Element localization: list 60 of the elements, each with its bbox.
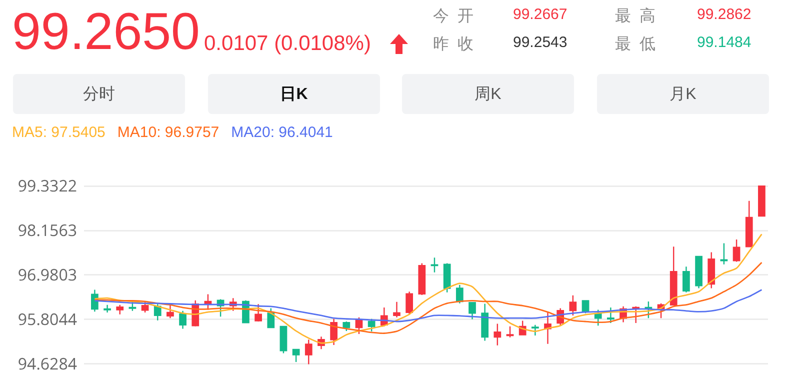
candlestick: [430, 257, 438, 273]
line-series: [94, 233, 762, 344]
text: MA20: 96.4041: [231, 124, 333, 141]
text: 昨 收: [433, 35, 476, 55]
text: 99.1484: [697, 34, 752, 51]
candlestick: [682, 266, 690, 293]
text: 99.2543: [513, 34, 568, 51]
candlestick: [166, 302, 174, 319]
text: 日K: [208, 74, 380, 114]
candlestick: [406, 291, 414, 316]
text: 分时: [13, 74, 185, 114]
y-tick-label: 96.9803: [18, 264, 77, 286]
candlestick: [720, 242, 728, 266]
candlestick: [179, 310, 186, 330]
text: 0.0107 (0.0108%): [204, 32, 371, 56]
y-tick-label: 94.6284: [18, 352, 77, 375]
candlestick: [745, 200, 753, 248]
candlestick: [342, 320, 350, 332]
candlestick: [670, 246, 678, 306]
text: 周K: [402, 74, 574, 114]
candlestick: [695, 256, 702, 289]
candlestick: [304, 339, 312, 365]
candlestick: [116, 304, 124, 315]
text: 今 开: [433, 7, 476, 27]
candlestick: [141, 300, 149, 314]
y-tick-label: 95.8044: [18, 308, 77, 330]
text: 最 高: [615, 6, 658, 27]
y-tick-label: 99.3322: [18, 174, 77, 197]
text: 99.2667: [513, 6, 568, 23]
candlestick: [569, 294, 577, 316]
candlestick: [531, 324, 539, 336]
candlestick: [732, 238, 740, 262]
candlestick: [128, 300, 136, 312]
candlestick: [607, 306, 614, 324]
candlestick: [708, 252, 716, 289]
candlestick: [468, 302, 476, 320]
candlestick: [330, 318, 338, 346]
candlestick: [481, 303, 489, 342]
text: 99.2650: [12, 2, 200, 62]
y-tick-label: 98.1563: [18, 219, 77, 242]
candlestick: [393, 301, 400, 318]
candlestick: [280, 326, 288, 354]
candlestick: [456, 284, 464, 304]
candlestick: [368, 318, 376, 332]
line-series: [94, 262, 762, 334]
candlestick: [292, 348, 300, 363]
text: MA10: 96.9757: [117, 124, 220, 141]
candlestick: [494, 323, 502, 346]
candlestick: [758, 186, 766, 217]
candlestick: [506, 326, 514, 338]
text: 99.2862: [697, 6, 752, 23]
line-series: [94, 289, 762, 322]
text: 最 低: [615, 35, 658, 55]
text: 月K: [597, 74, 769, 114]
candlestick: [443, 262, 451, 293]
candlestick: [104, 304, 111, 314]
candlestick: [418, 262, 426, 296]
candlestick: [267, 308, 275, 328]
text: MA5: 97.5405: [12, 124, 106, 141]
candlestick: [254, 304, 262, 322]
